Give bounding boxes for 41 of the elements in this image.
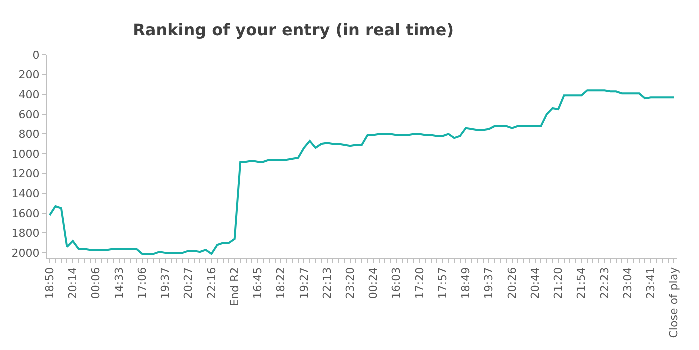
- y-tick-label: 200: [18, 68, 40, 82]
- x-tick-label: 22:16: [205, 267, 218, 300]
- y-tick-label: 800: [18, 128, 40, 142]
- x-tick-label: 19:27: [298, 267, 311, 300]
- y-tick-label: 400: [18, 88, 40, 102]
- y-tick-label: 2000: [12, 246, 40, 260]
- x-tick-label: 17:20: [413, 267, 426, 300]
- x-tick-label: 22:23: [598, 267, 612, 300]
- y-tick-label: 1200: [12, 168, 40, 181]
- x-tick-label: 16:03: [390, 267, 404, 300]
- x-tick-label: 20:44: [528, 267, 542, 300]
- x-tick-label: 14:33: [112, 267, 126, 300]
- x-tick-label: 21:20: [552, 267, 566, 300]
- x-tick-label: 18:49: [460, 267, 473, 300]
- y-tick-label: 1000: [12, 148, 40, 161]
- x-tick-label: 23:04: [621, 267, 634, 300]
- line-series: [48, 90, 676, 256]
- x-tick-label: 20:27: [182, 267, 196, 300]
- x-tick-label: 00:24: [367, 267, 380, 300]
- x-tick-label: 23:41: [644, 267, 658, 300]
- chart-title: Ranking of your entry (in real time): [133, 20, 454, 40]
- x-tick-label: 23:20: [344, 267, 358, 300]
- x-tick-label: Close of play: [668, 266, 681, 338]
- x-tick-label: 17:06: [136, 267, 149, 300]
- y-tick-label: 1800: [12, 227, 40, 240]
- x-tick-label: 22:13: [320, 267, 334, 300]
- y-tick-label: 0: [32, 48, 40, 62]
- x-tick-label: 20:26: [506, 267, 519, 300]
- x-tick-label: 17:57: [436, 267, 450, 300]
- x-tick-label: 20:14: [66, 267, 80, 300]
- y-tick-label: 1400: [12, 187, 40, 200]
- x-tick-label: 19:37: [159, 267, 172, 300]
- x-tick-label: 18:22: [274, 267, 288, 300]
- x-tick-label: 16:45: [252, 267, 265, 300]
- x-tick-label: 00:06: [90, 267, 103, 300]
- x-tick-label: 19:37: [482, 267, 496, 300]
- y-tick-label: 600: [18, 108, 40, 122]
- y-tick-label: 1600: [12, 207, 40, 220]
- x-tick-label: End R2: [228, 267, 242, 306]
- x-tick-label: 21:54: [575, 267, 588, 300]
- x-tick-label: 18:50: [43, 267, 56, 300]
